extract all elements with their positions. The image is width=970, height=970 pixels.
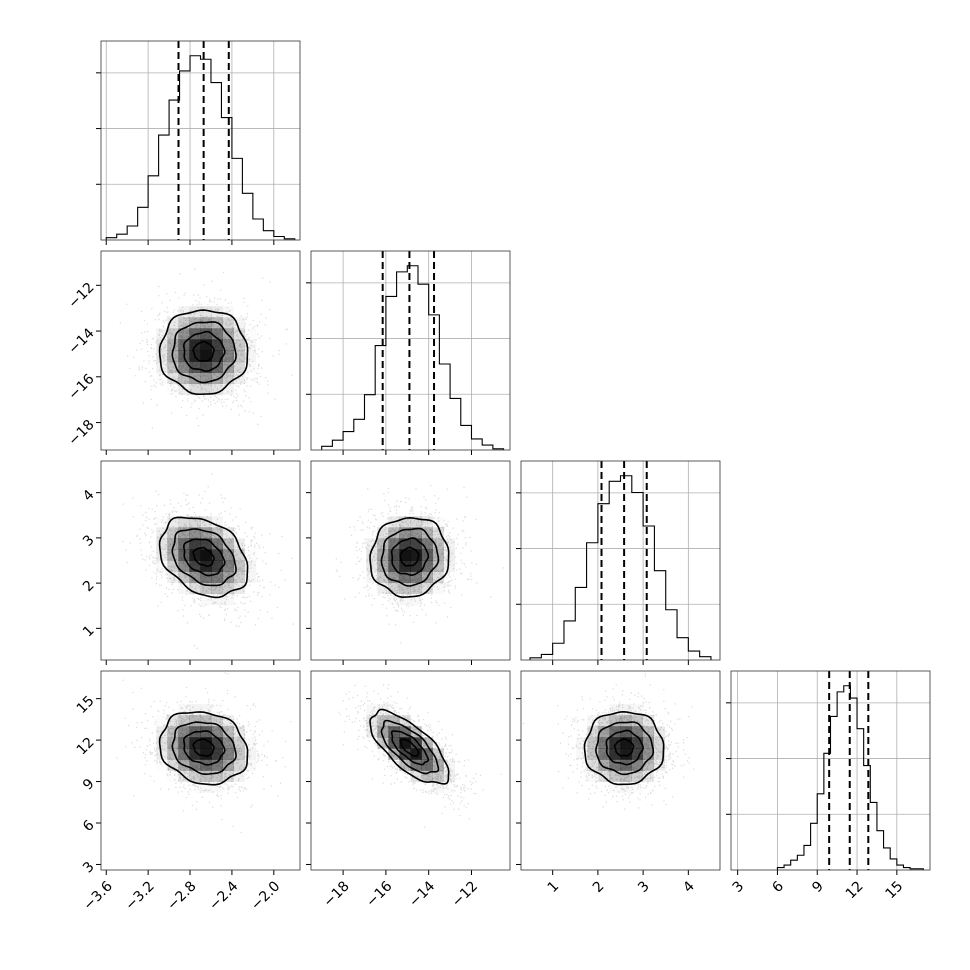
y-tick-label-row3-3: 12 — [74, 734, 98, 758]
contour-1-0-1 — [183, 330, 226, 372]
y-tick-label-row1-2: −14 — [65, 325, 97, 357]
histogram-2 — [529, 475, 712, 660]
hist-1-frame — [310, 250, 511, 451]
scatter-points-3-0 — [116, 672, 292, 834]
y-tick-label-row2-0: 1 — [80, 623, 98, 641]
contour-3-2-2 — [595, 721, 655, 776]
contour-2-0-2 — [171, 528, 237, 587]
contour-2-1-0 — [399, 546, 420, 567]
contour-3-0-2 — [171, 721, 237, 776]
hist-panel-2 — [516, 460, 721, 665]
hist-panel-0 — [96, 40, 301, 245]
joint-3-2-frame — [520, 670, 721, 871]
x-tick-label-col3-2: 9 — [809, 878, 827, 896]
y-tick-label-row3-4: 15 — [74, 693, 98, 717]
contour-3-2-0 — [613, 738, 635, 757]
joint-panel-2-1 — [306, 460, 511, 665]
x-tick-label-col0-2: −2.8 — [164, 878, 199, 913]
hist-0-frame — [100, 40, 301, 241]
y-tick-label-row3-0: 3 — [80, 859, 98, 877]
joint-3-1-frame — [310, 670, 511, 871]
y-tick-label-row3-2: 9 — [80, 776, 98, 794]
contour-2-0-0 — [192, 546, 215, 568]
x-tick-label-col3-3: 12 — [843, 878, 867, 902]
x-tick-label-col1-1: −16 — [363, 878, 395, 910]
joint-panel-3-2 — [516, 670, 721, 875]
contour-1-0-3 — [158, 309, 249, 396]
x-tick-label-col1-3: −12 — [449, 878, 481, 910]
contour-2-1-2 — [380, 527, 440, 587]
x-tick-label-col0-0: −3.6 — [80, 878, 115, 913]
x-tick-label-col0-1: −3.2 — [122, 878, 157, 913]
y-tick-label-row1-1: −16 — [65, 371, 97, 403]
contour-2-0-3 — [158, 516, 249, 599]
contour-3-2-3 — [583, 711, 665, 786]
x-tick-label-col0-3: −2.4 — [206, 878, 241, 913]
hist-3-frame — [730, 670, 931, 871]
hist-2-frame — [520, 460, 721, 661]
contour-3-1-2 — [380, 719, 440, 775]
joint-1-0-frame — [100, 250, 301, 451]
hist-panel-3 — [726, 670, 931, 875]
x-tick-label-col1-2: −14 — [406, 878, 438, 910]
contour-2-0-1 — [183, 538, 226, 577]
contour-1-0-2 — [171, 321, 237, 384]
x-tick-label-col3-4: 15 — [883, 878, 907, 902]
contour-2-1-3 — [369, 516, 450, 598]
x-tick-label-col3-0: 3 — [730, 878, 748, 896]
scatter-points-1-0 — [119, 268, 293, 429]
x-tick-label-col2-3: 4 — [680, 878, 698, 896]
x-tick-label-col3-1: 6 — [769, 878, 787, 896]
joint-2-0-frame — [100, 460, 301, 661]
joint-panel-1-0: −18 −16 −14 −12 — [65, 250, 301, 455]
contour-3-0-0 — [192, 738, 215, 757]
density-3-1 — [366, 704, 456, 782]
histogram-0 — [105, 55, 296, 240]
joint-panel-3-1 — [306, 670, 511, 875]
x-tick-label-col2-1: 2 — [590, 878, 608, 896]
joint-panel-3-0: 3 6 9 12 15 — [74, 670, 301, 877]
contour-3-0-1 — [183, 730, 226, 766]
contour-2-1-1 — [390, 537, 430, 576]
x-tick-label-col1-0: −18 — [321, 878, 353, 910]
joint-panel-2-0: 1 2 3 4 — [80, 460, 301, 665]
histogram-1 — [321, 265, 505, 450]
x-tick-label-col2-2: 3 — [635, 878, 653, 896]
contour-3-0-3 — [158, 711, 249, 786]
density-2-1 — [366, 516, 456, 594]
hist-panel-1 — [306, 250, 511, 455]
y-tick-label-row2-3: 4 — [80, 487, 98, 505]
x-tick-label-col0-4: −2.0 — [248, 878, 283, 913]
joint-3-0-frame — [100, 670, 301, 871]
joint-2-1-frame — [310, 460, 511, 661]
density-3-2 — [587, 704, 666, 782]
contour-1-0-0 — [192, 340, 215, 362]
contour-3-1-0 — [399, 738, 420, 757]
y-tick-label-row3-1: 6 — [80, 817, 98, 835]
contour-3-2-1 — [605, 729, 644, 766]
y-tick-label-row2-1: 2 — [80, 577, 98, 595]
x-tick-label-col2-0: 1 — [545, 878, 563, 896]
y-tick-label-row1-3: −12 — [65, 280, 97, 312]
y-tick-label-row1-0: −18 — [65, 417, 97, 449]
y-tick-label-row2-2: 3 — [80, 532, 98, 550]
contour-3-1-3 — [369, 708, 450, 785]
contour-3-1-1 — [390, 730, 430, 766]
